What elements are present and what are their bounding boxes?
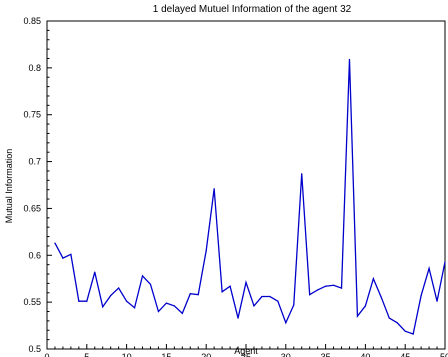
data-point (141, 275, 144, 277)
x-tick-label: 25 (241, 352, 251, 357)
y-tick-label: 0.6 (28, 250, 41, 260)
x-tick-label: 45 (400, 352, 410, 357)
data-point (102, 306, 104, 308)
data-point (173, 305, 175, 307)
data-point (181, 312, 183, 314)
data-point (213, 188, 215, 190)
data-point (165, 302, 167, 304)
data-point (118, 287, 120, 289)
data-point (301, 173, 303, 175)
data-point (261, 295, 263, 298)
y-tick-label: 0.75 (23, 110, 41, 120)
axis-ticks: 0 5 10 15 20 25 30 35 40 45 50 0.5 0.55 0.6 0.65 0.7 0.7… (23, 16, 448, 357)
y-axis-label: Mutual Information (4, 149, 14, 224)
data-point (205, 250, 207, 252)
data-point (62, 257, 64, 259)
y-tick-label: 0.5 (28, 344, 41, 354)
data-point (86, 300, 88, 302)
data-point (332, 284, 335, 286)
data-point (189, 293, 191, 295)
x-tick-label: 5 (84, 352, 89, 357)
x-tick-label: 15 (161, 352, 171, 357)
y-tick-label: 0.65 (23, 203, 41, 213)
data-point (340, 287, 343, 289)
x-tick-label: 40 (360, 352, 370, 357)
data-point (78, 300, 80, 302)
y-tick-label: 0.8 (28, 63, 41, 73)
y-tick-label: 0.55 (23, 297, 41, 307)
data-point (269, 295, 271, 298)
data-point (221, 291, 223, 293)
x-tick-label: 30 (281, 352, 291, 357)
series-layer (54, 58, 446, 335)
x-tick-label: 20 (201, 352, 211, 357)
data-point (356, 315, 359, 317)
x-axis-label: Agent (234, 346, 258, 356)
data-point (149, 283, 152, 285)
data-point (444, 261, 446, 263)
data-point (237, 317, 239, 319)
data-point (54, 242, 56, 244)
data-point (253, 305, 255, 307)
data-point (157, 310, 160, 313)
data-point (404, 330, 406, 332)
data-point (110, 294, 112, 297)
data-point (285, 322, 287, 324)
data-point (293, 304, 295, 306)
x-tick-label: 0 (44, 352, 49, 357)
data-point (388, 317, 390, 319)
data-point (412, 333, 414, 335)
plot-frame (46, 20, 446, 350)
series-line (54, 59, 446, 335)
data-point (197, 294, 199, 296)
y-tick-label: 0.7 (28, 157, 41, 167)
chart-title: 1 delayed Mutuel Information of the agen… (153, 4, 352, 15)
data-point (309, 294, 311, 296)
data-point (133, 307, 136, 309)
data-point (348, 58, 351, 61)
data-point (420, 294, 422, 297)
data-point (245, 281, 247, 284)
y-tick-label: 0.85 (23, 16, 41, 26)
x-tick-label: 35 (321, 352, 331, 357)
data-point (396, 322, 398, 324)
data-point (277, 300, 279, 302)
data-point (229, 285, 231, 287)
x-tick-label: 10 (122, 352, 132, 357)
data-point (436, 300, 438, 302)
data-point (372, 278, 374, 280)
data-point (94, 271, 96, 273)
x-tick-label: 50 (440, 352, 448, 357)
data-point (380, 296, 382, 299)
data-point (325, 285, 327, 287)
data-point (428, 267, 430, 270)
data-point (70, 253, 72, 255)
data-point (126, 300, 128, 302)
data-point (317, 289, 319, 291)
data-point (364, 305, 366, 307)
